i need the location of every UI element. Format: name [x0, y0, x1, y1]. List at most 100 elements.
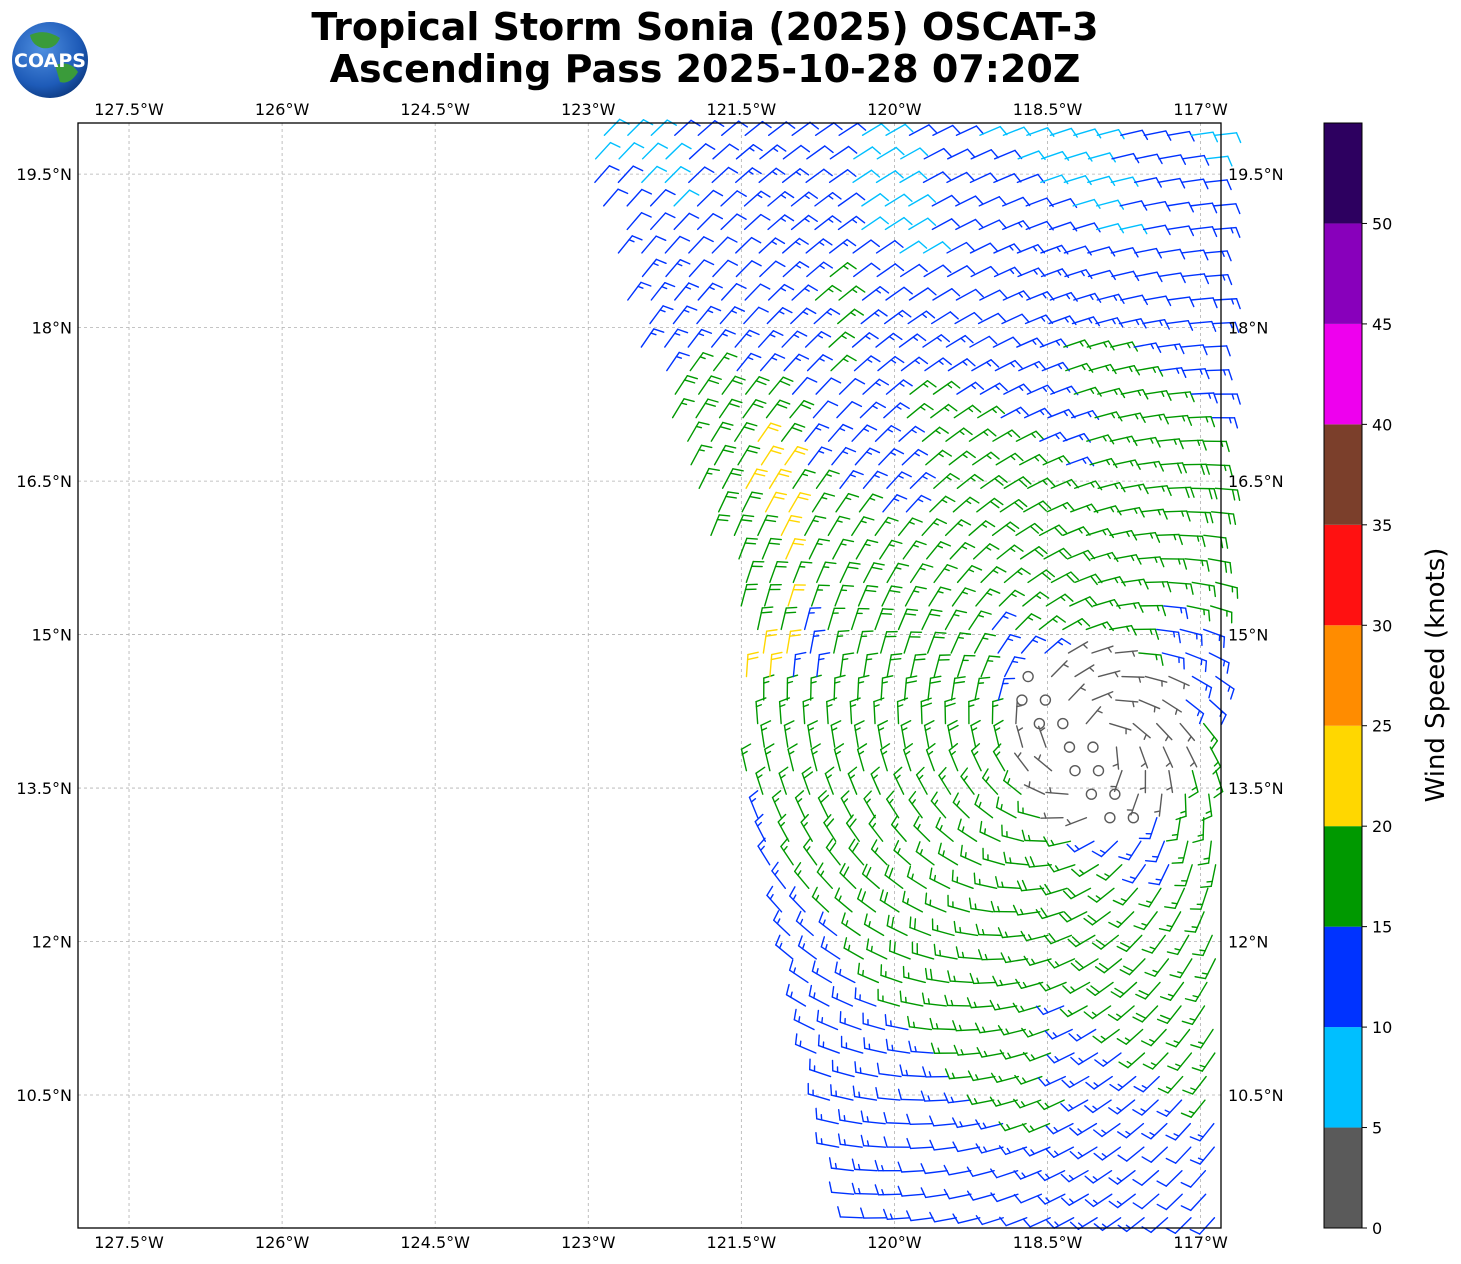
barb-half-feather — [974, 903, 977, 910]
barb-feather — [698, 421, 710, 426]
wind-barb — [967, 1070, 996, 1082]
barb-half-feather — [1062, 663, 1069, 668]
wind-barb — [862, 1012, 886, 1031]
barb-half-feather — [1177, 971, 1184, 975]
barb-feather — [959, 632, 972, 635]
wind-barb — [851, 424, 878, 442]
barb-half-feather — [1165, 761, 1172, 767]
barb-staff — [970, 149, 992, 160]
wind-barb — [1215, 581, 1239, 599]
wind-barb — [851, 1182, 878, 1195]
barb-staff — [838, 122, 859, 136]
wind-barb — [1108, 1193, 1136, 1209]
barb-half-feather — [1076, 620, 1083, 626]
wind-barb — [666, 351, 690, 372]
barb-feather — [655, 258, 667, 265]
barb-half-feather — [748, 147, 755, 152]
wind-barb — [837, 1133, 863, 1148]
barb-feather — [949, 472, 960, 480]
barb-feather — [752, 403, 764, 408]
wind-barb — [790, 214, 818, 231]
wind-barb — [893, 840, 912, 866]
barb-staff — [791, 376, 808, 395]
barb-feather — [1156, 1203, 1168, 1211]
barb-feather — [1133, 925, 1145, 931]
barb-half-feather — [858, 1187, 861, 1195]
wind-barb — [950, 676, 966, 701]
wind-barb — [757, 606, 774, 631]
barb-half-feather — [1082, 643, 1088, 649]
barb-half-feather — [826, 704, 833, 708]
barb-half-feather — [1054, 865, 1060, 871]
barb-half-feather — [1117, 1083, 1124, 1089]
wind-barb — [982, 847, 1006, 866]
barb-staff — [921, 518, 938, 537]
barb-feather — [930, 1042, 936, 1054]
barb-feather — [842, 652, 855, 656]
barb-feather — [728, 143, 740, 151]
barb-feather — [899, 1064, 904, 1076]
wind-barb — [839, 470, 864, 489]
barb-feather — [1005, 611, 1017, 617]
barb-half-feather — [884, 520, 891, 524]
barb-staff — [1131, 864, 1146, 884]
barb-feather — [781, 307, 793, 314]
barb-feather — [989, 999, 996, 1011]
wind-barb — [788, 492, 812, 513]
wind-barb — [1138, 887, 1162, 908]
barb-half-feather — [1001, 881, 1004, 888]
barb-feather — [751, 260, 762, 267]
barb-staff — [1037, 725, 1047, 748]
barb-staff — [805, 238, 824, 254]
barb-half-feather — [780, 194, 787, 199]
wind-barb — [1189, 226, 1218, 238]
barb-half-feather — [1076, 1034, 1082, 1039]
barb-staff — [1189, 226, 1214, 231]
barb-feather — [1165, 295, 1172, 307]
wind-barb — [946, 265, 976, 278]
barb-feather — [875, 1087, 879, 1099]
barb-feather — [1225, 440, 1230, 453]
wind-barb — [792, 651, 807, 678]
barb-feather — [949, 311, 959, 320]
wind-barb — [740, 743, 752, 772]
barb-staff — [1143, 130, 1167, 136]
barb-half-feather — [992, 704, 999, 708]
barb-staff — [992, 750, 1006, 772]
barb-staff — [664, 328, 679, 348]
barb-feather — [808, 191, 818, 199]
barb-feather — [950, 380, 961, 389]
lat-tick-label-right: 18°N — [1228, 319, 1268, 338]
barb-staff — [757, 607, 764, 631]
barb-staff — [955, 218, 977, 231]
barb-staff — [1050, 934, 1073, 945]
barb-staff — [1157, 177, 1181, 184]
barb-half-feather — [1011, 660, 1019, 664]
barb-staff — [980, 475, 1000, 489]
barb-staff — [901, 448, 920, 466]
barb-staff — [1112, 364, 1135, 372]
barb-half-feather — [1053, 1150, 1059, 1156]
wind-barb — [1188, 416, 1216, 428]
barb-staff — [880, 974, 903, 984]
colorbar-tick-label: 10 — [1372, 1018, 1392, 1037]
barb-feather — [1235, 298, 1241, 310]
barb-feather — [789, 886, 796, 897]
barb-feather — [929, 1017, 934, 1030]
barb-feather — [847, 145, 858, 154]
barb-feather — [1043, 934, 1052, 945]
barb-half-feather — [1031, 958, 1036, 965]
barb-staff — [1062, 618, 1083, 631]
wind-barb — [863, 790, 876, 819]
barb-feather — [919, 147, 929, 157]
barb-half-feather — [1125, 625, 1130, 632]
barb-feather — [1141, 1040, 1152, 1047]
barb-feather — [1132, 1016, 1144, 1023]
barb-feather — [617, 188, 629, 195]
barb-half-feather — [1077, 1151, 1084, 1157]
wind-barb — [696, 305, 722, 325]
barb-feather — [848, 838, 856, 849]
barb-staff — [1134, 271, 1158, 278]
wind-barb — [1205, 369, 1233, 381]
barb-staff — [1117, 1075, 1137, 1092]
